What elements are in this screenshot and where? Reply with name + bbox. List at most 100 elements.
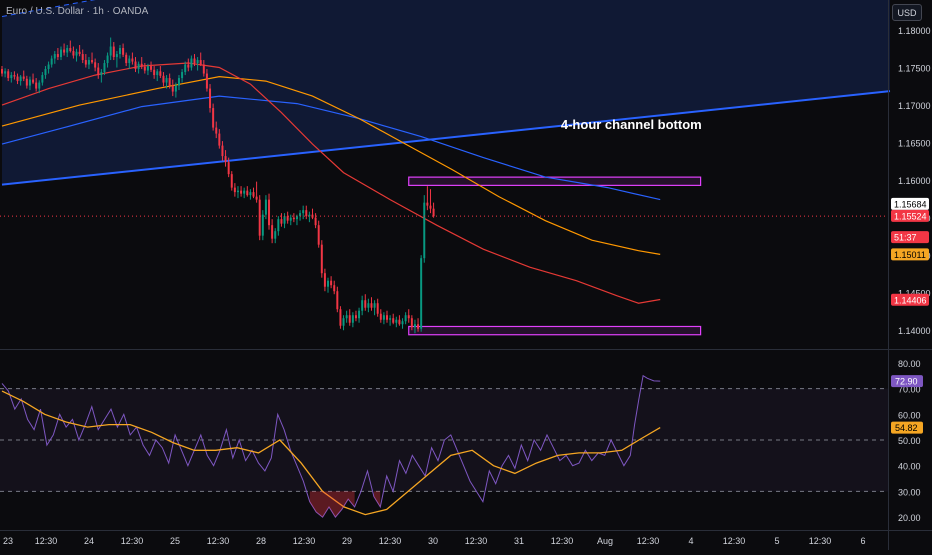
- candle-body: [395, 320, 397, 323]
- symbol-title: Euro / U.S. Dollar · 1h · OANDA: [6, 6, 148, 17]
- candle-body: [144, 67, 146, 71]
- candle-body: [162, 76, 164, 83]
- rsi-tag-label: 72.90: [895, 377, 918, 387]
- channel-annotation: 4-hour channel bottom: [561, 117, 702, 132]
- candle-body: [1, 69, 3, 74]
- price-tick-label: 1.16000: [898, 176, 931, 186]
- candle-body: [116, 54, 118, 57]
- candle-body: [79, 52, 81, 54]
- time-tick-label: 30: [428, 536, 438, 546]
- time-tick-label: 12:30: [379, 536, 402, 546]
- time-tick-label: 24: [84, 536, 94, 546]
- time-tick-label: 12:30: [723, 536, 746, 546]
- candle-body: [88, 60, 90, 65]
- candle: [262, 210, 264, 240]
- time-tick-label: 12:30: [35, 536, 58, 546]
- candle-body: [7, 71, 9, 78]
- candle-body: [237, 191, 239, 193]
- candle-body: [69, 48, 71, 51]
- candle-body: [228, 162, 230, 174]
- candle-body: [125, 55, 127, 63]
- candle-body: [408, 315, 410, 318]
- candle-body: [252, 192, 254, 197]
- candle-body: [426, 203, 428, 206]
- candle-body: [256, 197, 258, 200]
- candle-body: [377, 303, 379, 314]
- rsi-tick-label: 50.00: [898, 436, 921, 446]
- candle-body: [265, 200, 267, 215]
- candle-body: [339, 309, 341, 326]
- candle-body: [147, 66, 149, 71]
- candle-body: [119, 48, 121, 54]
- rsi-tick-label: 80.00: [898, 359, 921, 369]
- price-tick-label: 1.16500: [898, 139, 931, 149]
- candle-body: [172, 86, 174, 92]
- candle-body: [336, 291, 338, 309]
- candle-body: [23, 77, 25, 79]
- candle-body: [63, 50, 65, 53]
- price-tag-label: 1.15011: [894, 250, 926, 260]
- candle-body: [293, 218, 295, 220]
- candle-body: [48, 65, 50, 70]
- candle-body: [290, 218, 292, 221]
- candle-body: [225, 156, 227, 162]
- candle: [259, 195, 261, 240]
- time-tick-label: 12:30: [121, 536, 144, 546]
- candle-body: [361, 300, 363, 311]
- candle-body: [110, 47, 112, 56]
- candle-body: [128, 59, 130, 64]
- candle-body: [268, 200, 270, 226]
- candle-body: [10, 75, 12, 78]
- candle-body: [287, 216, 289, 221]
- candle-body: [194, 59, 196, 64]
- rsi-tag: 54.82: [891, 422, 923, 434]
- candle-body: [420, 258, 422, 329]
- time-tick-label: 29: [342, 536, 352, 546]
- price-tag: 1.15684: [891, 198, 929, 210]
- candle-body: [274, 231, 276, 239]
- candle-body: [414, 324, 416, 327]
- candle-body: [240, 191, 242, 194]
- candle-body: [262, 215, 264, 236]
- candle-body: [100, 72, 102, 75]
- candle-body: [166, 78, 168, 83]
- time-tick-label: Aug: [597, 536, 613, 546]
- candle-body: [355, 315, 357, 318]
- candle-body: [433, 209, 435, 217]
- candle-body: [85, 60, 87, 65]
- candle-body: [315, 218, 317, 226]
- candle-body: [330, 281, 332, 286]
- rsi-tick-label: 20.00: [898, 513, 921, 523]
- candle-body: [178, 78, 180, 86]
- candle-body: [305, 210, 307, 216]
- candle: [321, 240, 323, 278]
- candle-body: [221, 146, 223, 157]
- candle-body: [277, 219, 279, 231]
- candle-body: [35, 83, 37, 89]
- candle-body: [175, 86, 177, 92]
- candle-body: [318, 225, 320, 245]
- candle-body: [215, 128, 217, 134]
- candle-body: [284, 216, 286, 224]
- candle-body: [324, 273, 326, 287]
- price-tag: 1.14406: [891, 294, 929, 306]
- price-tag-label: 1.15524: [894, 211, 927, 221]
- price-tick-label: 1.17500: [898, 64, 931, 74]
- candle-body: [107, 56, 109, 64]
- candle-body: [82, 54, 84, 60]
- time-tick-label: 28: [256, 536, 266, 546]
- price-tag-label: 51:37: [894, 233, 917, 243]
- candle-body: [54, 54, 56, 59]
- candle-body: [200, 60, 202, 65]
- candle-body: [358, 311, 360, 319]
- candle-body: [417, 324, 419, 329]
- candle-body: [280, 219, 282, 224]
- currency-button[interactable]: USD: [892, 4, 922, 21]
- candle-body: [122, 48, 124, 55]
- candle: [423, 195, 425, 263]
- time-tick-label: 25: [170, 536, 180, 546]
- candle-body: [184, 65, 186, 73]
- candle-body: [367, 303, 369, 308]
